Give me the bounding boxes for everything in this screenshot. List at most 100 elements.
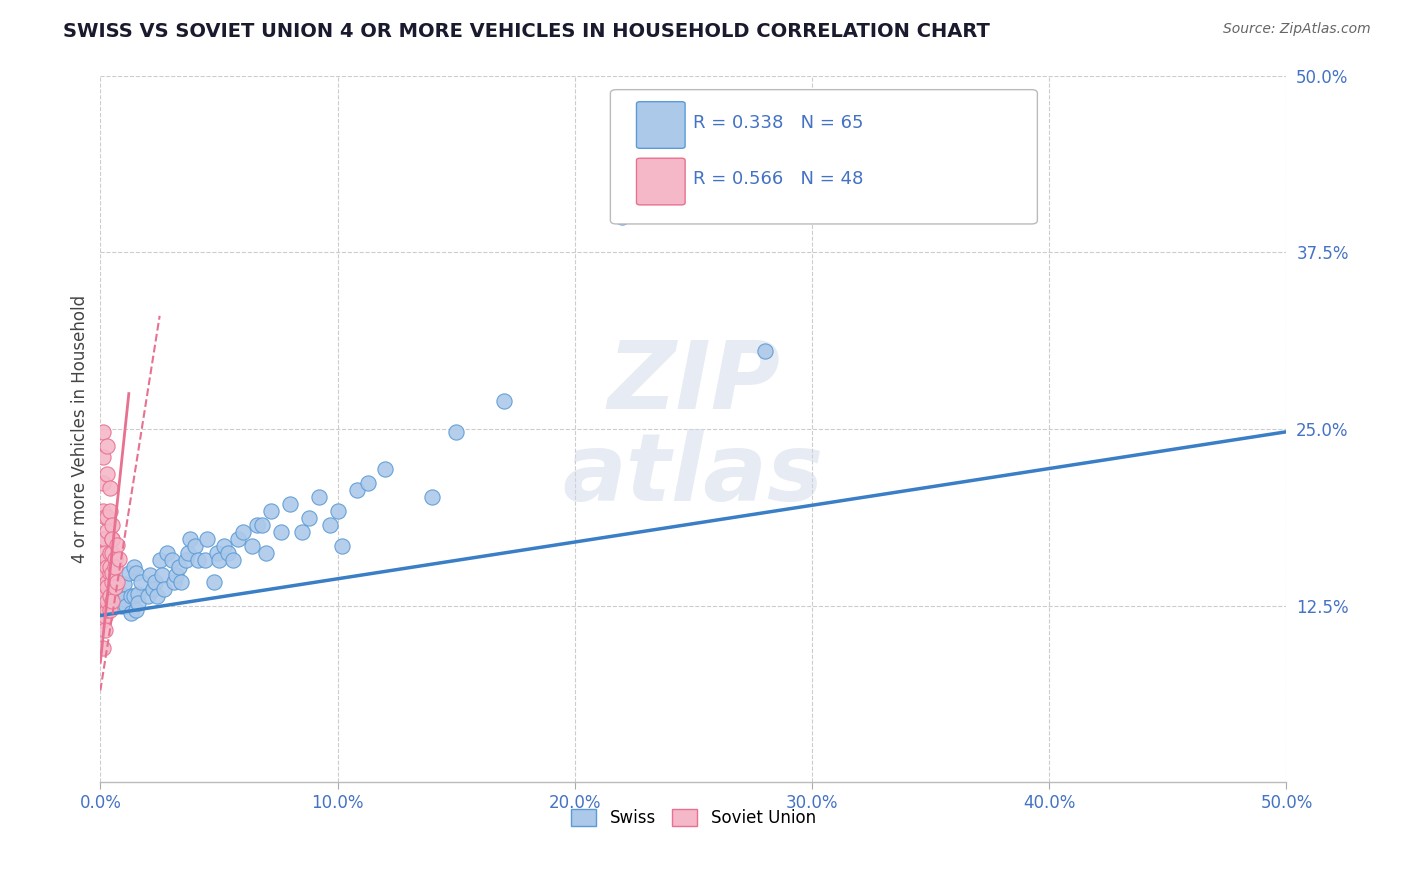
Point: [163, 574, 186, 589]
Point: [96, 509, 118, 524]
Point: [122, 560, 145, 574]
Point: [195, 532, 218, 546]
Point: [94, 546, 117, 560]
Text: R = 0.566   N = 48: R = 0.566 N = 48: [693, 170, 863, 188]
Point: [112, 577, 135, 591]
Point: [91, 504, 114, 518]
Point: [91, 641, 114, 656]
Point: [115, 599, 138, 613]
Point: [208, 553, 231, 567]
Point: [278, 497, 301, 511]
Point: [246, 518, 269, 533]
Point: [112, 591, 135, 606]
Point: [254, 546, 277, 560]
Point: [444, 425, 467, 439]
Point: [108, 584, 131, 599]
Point: [346, 483, 368, 497]
Point: [96, 439, 118, 453]
Point: [177, 546, 200, 560]
Text: SWISS VS SOVIET UNION 4 OR MORE VEHICLES IN HOUSEHOLD CORRELATION CHART: SWISS VS SOVIET UNION 4 OR MORE VEHICLES…: [63, 22, 990, 41]
Point: [160, 553, 183, 567]
Point: [91, 475, 114, 490]
Point: [94, 566, 117, 581]
Point: [105, 574, 128, 589]
Point: [125, 603, 148, 617]
Point: [94, 532, 117, 546]
Text: Source: ZipAtlas.com: Source: ZipAtlas.com: [1223, 22, 1371, 37]
Point: [222, 553, 245, 567]
Point: [492, 393, 515, 408]
Point: [96, 574, 118, 589]
Point: [167, 560, 190, 574]
Point: [96, 560, 118, 574]
Point: [96, 603, 118, 617]
Point: [165, 567, 187, 582]
Point: [170, 574, 193, 589]
Point: [105, 538, 128, 552]
Point: [91, 560, 114, 574]
Point: [174, 553, 197, 567]
Point: [111, 599, 134, 613]
Point: [101, 566, 124, 581]
Point: [308, 490, 330, 504]
Point: [330, 539, 353, 553]
Point: [143, 574, 166, 589]
Point: [120, 589, 142, 603]
Point: [240, 539, 263, 553]
Point: [141, 582, 163, 596]
FancyBboxPatch shape: [637, 102, 685, 148]
Point: [101, 532, 124, 546]
Point: [96, 580, 118, 594]
Point: [91, 613, 114, 627]
Point: [96, 552, 118, 566]
Point: [205, 546, 228, 560]
Y-axis label: 4 or more Vehicles in Household: 4 or more Vehicles in Household: [72, 295, 89, 563]
Point: [291, 525, 314, 540]
Point: [108, 552, 131, 566]
Point: [94, 580, 117, 594]
Point: [326, 504, 349, 518]
Point: [94, 623, 117, 637]
Point: [96, 524, 118, 538]
Point: [150, 567, 173, 582]
Point: [260, 504, 283, 518]
Point: [101, 594, 124, 608]
Point: [212, 539, 235, 553]
Point: [103, 560, 125, 574]
Point: [127, 596, 149, 610]
Point: [202, 574, 225, 589]
Point: [122, 589, 145, 603]
Point: [146, 589, 169, 603]
Point: [91, 532, 114, 546]
Point: [357, 475, 380, 490]
Point: [298, 511, 321, 525]
Point: [226, 532, 249, 546]
Point: [98, 546, 121, 560]
Point: [101, 574, 124, 589]
Point: [118, 566, 141, 581]
FancyBboxPatch shape: [637, 158, 685, 205]
Point: [156, 546, 179, 560]
Point: [96, 467, 118, 482]
Point: [96, 594, 118, 608]
Point: [91, 589, 114, 603]
Text: R = 0.338   N = 65: R = 0.338 N = 65: [693, 114, 863, 132]
Point: [422, 490, 444, 504]
Point: [120, 606, 142, 620]
Point: [127, 587, 149, 601]
Point: [184, 539, 207, 553]
Point: [374, 461, 396, 475]
Point: [194, 553, 217, 567]
Text: atlas: atlas: [562, 429, 824, 521]
Point: [754, 344, 776, 359]
Point: [94, 594, 117, 608]
Point: [94, 589, 117, 603]
Point: [98, 589, 121, 603]
Point: [91, 450, 114, 465]
Point: [98, 504, 121, 518]
Point: [98, 481, 121, 495]
Point: [129, 574, 152, 589]
Point: [270, 525, 292, 540]
FancyBboxPatch shape: [610, 90, 1038, 224]
Point: [94, 608, 117, 623]
